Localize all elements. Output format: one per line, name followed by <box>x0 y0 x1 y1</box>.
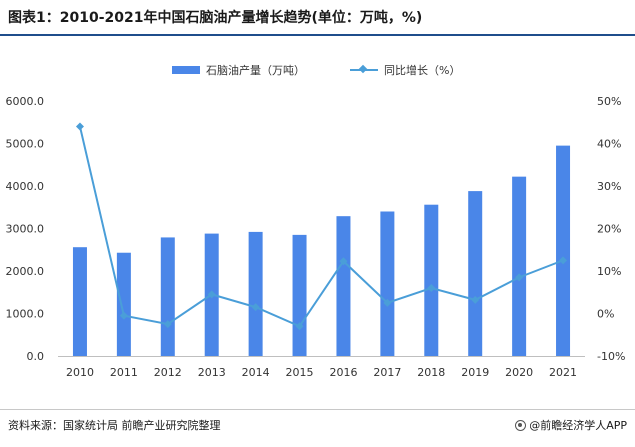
left-axis-tick-label: 4000.0 <box>6 180 45 193</box>
x-axis-tick-label: 2012 <box>154 366 182 379</box>
growth-point <box>295 322 304 331</box>
chart-title: 图表1：2010-2021年中国石脑油产量增长趋势(单位：万吨，%) <box>8 10 423 26</box>
production-bar <box>116 252 131 356</box>
growth-point <box>559 256 568 265</box>
growth-point <box>207 290 216 299</box>
brand-credit: @前瞻经济学人APP <box>515 417 627 433</box>
x-axis-tick-label: 2019 <box>461 366 489 379</box>
right-axis-tick-label: 50% <box>597 95 621 108</box>
left-axis-tick-label: 2000.0 <box>6 265 45 278</box>
growth-point <box>119 311 128 320</box>
growth-point <box>471 295 480 304</box>
growth-point <box>251 303 260 312</box>
right-axis-tick-label: 0% <box>597 308 614 321</box>
x-axis-tick-label: 2013 <box>198 366 226 379</box>
growth-point <box>383 298 392 307</box>
production-bar <box>424 204 439 356</box>
legend-item-growth: 同比增长（%） <box>350 62 460 78</box>
x-axis-tick-label: 2015 <box>286 366 314 379</box>
production-bar <box>292 234 307 356</box>
growth-point <box>427 284 436 292</box>
footer-divider <box>0 409 635 410</box>
growth-point <box>339 257 348 266</box>
left-axis-tick-label: 5000.0 <box>6 138 45 151</box>
production-bar <box>468 191 483 356</box>
brand-text: @前瞻经济学人APP <box>529 419 627 432</box>
legend-line-swatch <box>350 64 378 75</box>
right-axis-tick-label: 40% <box>597 138 621 151</box>
right-axis-tick-label: 10% <box>597 265 621 278</box>
right-axis-tick-label: 20% <box>597 223 621 236</box>
left-axis-tick-label: 0.0 <box>27 350 45 363</box>
growth-point <box>163 320 172 329</box>
x-axis-tick-label: 2017 <box>373 366 401 379</box>
brand-logo-icon <box>515 419 527 431</box>
title-divider <box>0 34 635 36</box>
x-axis-tick-label: 2014 <box>242 366 270 379</box>
legend-label-production: 石脑油产量（万吨） <box>206 64 305 77</box>
legend-item-production: 石脑油产量（万吨） <box>172 62 305 78</box>
production-bar <box>512 176 527 356</box>
left-axis-tick-label: 3000.0 <box>6 223 45 236</box>
right-axis-tick-label: -10% <box>597 350 625 363</box>
x-axis-tick-label: 2016 <box>329 366 357 379</box>
x-axis-tick-label: 2011 <box>110 366 138 379</box>
x-axis-tick-label: 2020 <box>505 366 533 379</box>
growth-point <box>75 122 84 131</box>
left-axis-tick-label: 1000.0 <box>6 308 45 321</box>
growth-point <box>515 273 524 282</box>
legend-label-growth: 同比增长（%） <box>384 64 461 77</box>
x-axis-tick-label: 2010 <box>66 366 94 379</box>
production-bar <box>336 216 351 356</box>
growth-line <box>78 126 564 328</box>
production-bar <box>72 247 87 356</box>
chart-legend: 石脑油产量（万吨） 同比增长（%） <box>0 62 635 80</box>
x-axis-tick-label: 2021 <box>549 366 577 379</box>
legend-bar-swatch <box>172 66 200 74</box>
production-bar <box>160 237 175 356</box>
production-bar <box>248 231 263 356</box>
production-bar <box>380 211 395 356</box>
x-axis-tick-label: 2018 <box>417 366 445 379</box>
source-note: 资料来源：国家统计局 前瞻产业研究院整理 <box>8 419 221 432</box>
right-axis-tick-label: 30% <box>597 180 621 193</box>
left-axis-tick-label: 6000.0 <box>6 95 45 108</box>
production-bar <box>556 145 571 356</box>
